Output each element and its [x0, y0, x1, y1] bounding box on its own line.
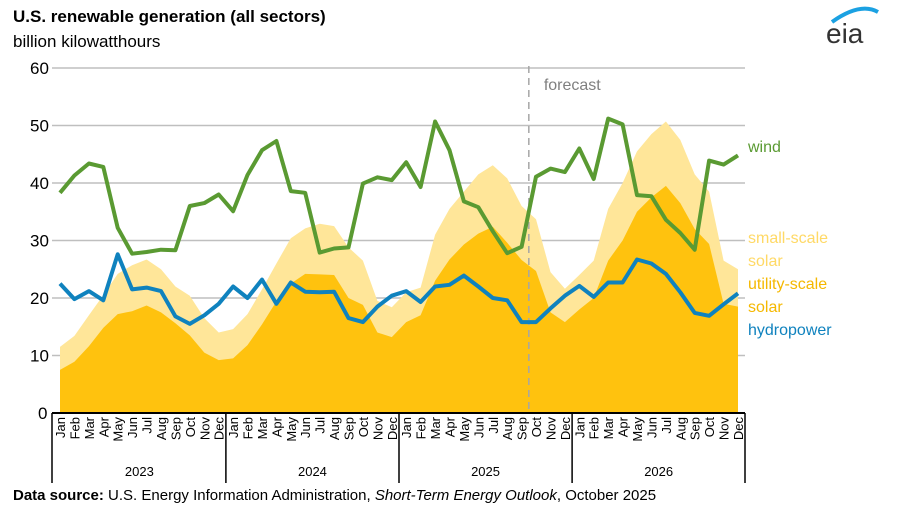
month-tick-label: Dec — [385, 417, 400, 441]
forecast-label: forecast — [544, 77, 601, 94]
month-tick-label: Dec — [558, 417, 573, 441]
month-tick-label: Feb — [587, 417, 602, 439]
month-tick-label: Apr — [269, 416, 284, 437]
month-tick-label: Jul — [486, 417, 501, 434]
chart-subtitle: billion kilowatthours — [13, 32, 160, 51]
month-tick-label: May — [630, 417, 645, 442]
month-tick-label: Jan — [53, 417, 68, 438]
month-tick-label: Aug — [500, 417, 515, 440]
month-tick-label: Dec — [212, 417, 227, 441]
source-publication: Short-Term Energy Outlook — [375, 487, 559, 504]
legend: wind small-scale solar utility-scale solar hy… — [747, 139, 832, 339]
month-tick-label: Jun — [644, 417, 659, 438]
year-label: 2024 — [298, 464, 327, 479]
legend-label-utility-scale-solar: utility-scale — [748, 276, 827, 293]
y-axis-ticks: 0 10 20 30 40 50 60 — [30, 59, 49, 423]
area-utility-scale-solar — [60, 185, 738, 413]
month-tick-label: Jun — [125, 417, 140, 438]
eia-logo: eia — [826, 6, 879, 49]
month-tick-label: Jun — [471, 417, 486, 438]
month-tick-label: Oct — [702, 417, 717, 438]
month-tick-label: Nov — [717, 417, 732, 441]
legend-label-wind: wind — [747, 139, 781, 156]
y-tick-label: 30 — [30, 232, 49, 251]
month-tick-label: May — [284, 417, 299, 442]
month-tick-label: Sep — [342, 417, 357, 440]
month-tick-label: Oct — [356, 417, 371, 438]
y-tick-label: 20 — [30, 289, 49, 308]
areas — [60, 121, 738, 413]
source-date: , October 2025 — [557, 487, 656, 504]
year-label: 2026 — [644, 464, 673, 479]
month-tick-label: Jul — [313, 417, 328, 434]
y-tick-label: 60 — [30, 59, 49, 78]
y-tick-label: 0 — [38, 404, 47, 423]
month-tick-label: Apr — [616, 416, 631, 437]
logo-arc-icon — [830, 6, 879, 24]
logo-text: eia — [826, 18, 864, 49]
x-axis: Jan Feb Mar Apr May Jun Jul Aug Sep Oct Nov Dec Jan F… — [51, 412, 746, 483]
month-tick-label: Sep — [688, 417, 703, 440]
month-tick-label: Aug — [327, 417, 342, 440]
chart-title: U.S. renewable generation (all sectors) — [13, 7, 326, 26]
legend-label-hydropower: hydropower — [748, 322, 832, 339]
month-tick-label: Dec — [731, 417, 746, 441]
legend-label-small-scale-solar: small-scale — [748, 230, 828, 247]
source-text: U.S. Energy Information Administration, — [104, 487, 375, 504]
y-tick-label: 40 — [30, 174, 49, 193]
month-tick-label: Jan — [399, 417, 414, 438]
month-tick-label: Jul — [140, 417, 155, 434]
legend-label-small-scale-solar: solar — [748, 253, 783, 270]
year-label: 2023 — [125, 464, 154, 479]
month-tick-label: Jan — [572, 417, 587, 438]
month-tick-label: Aug — [673, 417, 688, 440]
month-tick-label: Apr — [443, 416, 458, 437]
month-tick-label: Mar — [82, 416, 97, 439]
month-tick-label: Sep — [515, 417, 530, 440]
month-tick-label: Apr — [96, 416, 111, 437]
line-wind — [58, 116, 740, 256]
month-tick-label: May — [457, 417, 472, 442]
y-tick-label: 50 — [30, 117, 49, 136]
month-tick-label: Jan — [226, 417, 241, 438]
month-tick-label: Nov — [544, 417, 559, 441]
legend-label-utility-scale-solar: solar — [748, 299, 783, 316]
forecast-marker: forecast — [528, 66, 601, 413]
line-hydropower — [58, 252, 740, 326]
month-tick-label: May — [111, 417, 126, 442]
month-tick-label: Sep — [168, 417, 183, 440]
month-tick-label: Nov — [197, 417, 212, 441]
month-tick-label: Jul — [659, 417, 674, 434]
month-tick-label: Mar — [601, 416, 616, 439]
month-tick-label: Feb — [414, 417, 429, 439]
year-label: 2025 — [471, 464, 500, 479]
month-tick-label: Mar — [255, 416, 270, 439]
month-tick-label: Oct — [183, 417, 198, 438]
month-tick-label: Oct — [529, 417, 544, 438]
month-tick-label: Nov — [370, 417, 385, 441]
y-tick-label: 10 — [30, 347, 49, 366]
month-tick-label: Mar — [428, 416, 443, 439]
month-tick-label: Aug — [154, 417, 169, 440]
data-source: Data source: U.S. Energy Information Adm… — [13, 487, 656, 504]
month-tick-label: Feb — [241, 417, 256, 439]
lines — [58, 116, 740, 326]
source-label: Data source: — [13, 487, 104, 504]
month-tick-label: Jun — [298, 417, 313, 438]
month-tick-label: Feb — [67, 417, 82, 439]
